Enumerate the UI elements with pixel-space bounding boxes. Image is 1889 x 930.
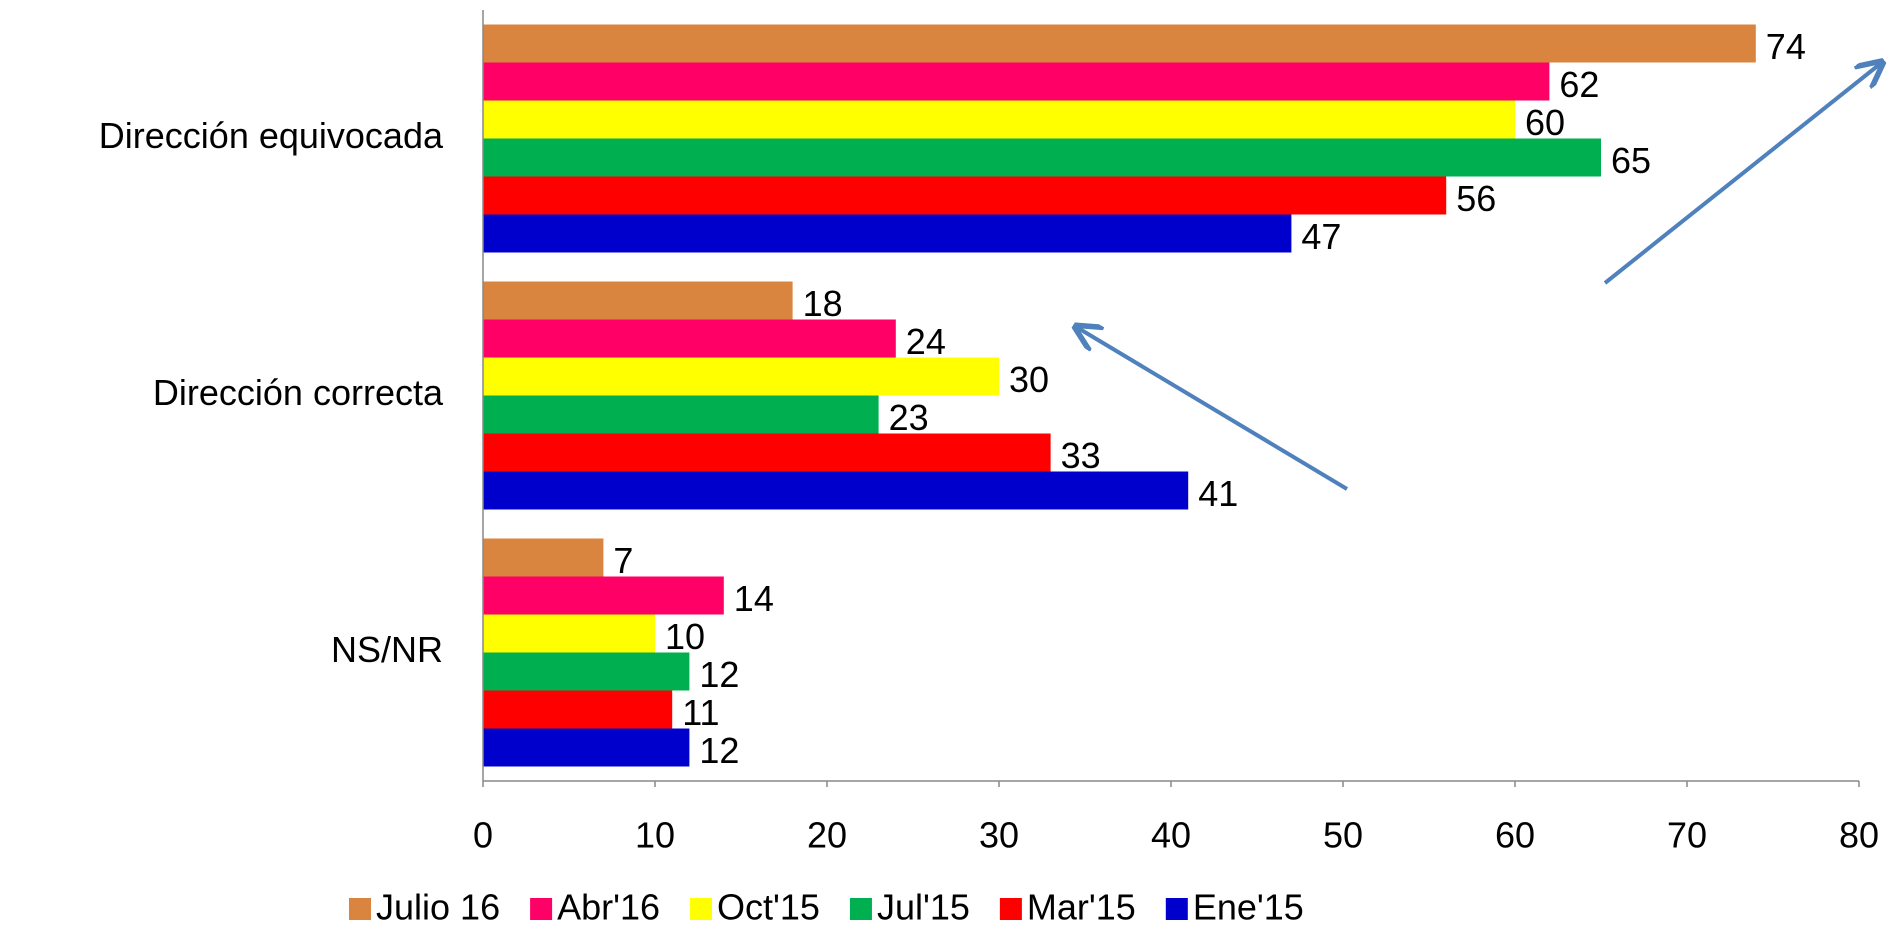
legend-label: Abr'16 bbox=[557, 887, 660, 928]
value-label: 65 bbox=[1611, 140, 1651, 181]
bar bbox=[483, 62, 1550, 101]
value-label: 11 bbox=[682, 692, 719, 733]
bar bbox=[483, 24, 1756, 63]
value-label: 30 bbox=[1009, 359, 1049, 400]
legend-label: Jul'15 bbox=[877, 887, 970, 928]
x-tick-label: 30 bbox=[979, 815, 1019, 856]
legend-swatch bbox=[999, 898, 1022, 920]
bar bbox=[483, 471, 1189, 510]
x-tick-label: 70 bbox=[1667, 815, 1707, 856]
value-label: 47 bbox=[1301, 216, 1341, 257]
x-tick-label: 80 bbox=[1839, 815, 1879, 856]
value-label: 33 bbox=[1061, 435, 1101, 476]
value-label: 24 bbox=[906, 321, 946, 362]
bar bbox=[483, 100, 1515, 139]
value-label: 56 bbox=[1456, 178, 1496, 219]
bar bbox=[483, 138, 1601, 177]
x-tick-label: 50 bbox=[1323, 815, 1363, 856]
x-tick-label: 10 bbox=[635, 815, 675, 856]
legend-swatch bbox=[690, 898, 713, 920]
legend-label: Julio 16 bbox=[376, 887, 500, 928]
bar bbox=[483, 690, 673, 729]
bar bbox=[483, 214, 1292, 253]
bar bbox=[483, 614, 655, 653]
bar bbox=[483, 395, 879, 434]
arrow bbox=[1603, 64, 1880, 285]
legend-swatch bbox=[349, 898, 371, 920]
y-tick-label: Dirección equivocada bbox=[99, 115, 444, 156]
legend-swatch bbox=[1165, 898, 1188, 920]
bar bbox=[483, 433, 1051, 472]
plot-area: 0 10 20 30 40 50 60 70 80 Dirección equivocada 74 6… bbox=[99, 10, 1879, 928]
legend-swatch bbox=[849, 898, 872, 920]
value-label: 23 bbox=[889, 397, 929, 438]
value-label: 62 bbox=[1559, 64, 1599, 105]
legend-swatch bbox=[530, 898, 553, 920]
value-label: 10 bbox=[665, 616, 705, 657]
bar bbox=[483, 357, 999, 396]
bar bbox=[483, 281, 793, 320]
bar bbox=[483, 728, 690, 767]
x-tick-label: 60 bbox=[1495, 815, 1535, 856]
value-label: 14 bbox=[734, 578, 774, 619]
value-label: 12 bbox=[699, 654, 739, 695]
value-label: 12 bbox=[699, 730, 739, 771]
y-tick-label: Dirección correcta bbox=[153, 372, 444, 413]
bar bbox=[483, 652, 690, 691]
x-tick-label: 40 bbox=[1151, 815, 1191, 856]
arrow bbox=[1078, 328, 1349, 491]
legend-label: Ene'15 bbox=[1193, 887, 1304, 928]
bar bbox=[483, 576, 724, 615]
value-label: 41 bbox=[1198, 473, 1238, 514]
y-tick-label: NS/NR bbox=[331, 629, 443, 670]
bar bbox=[483, 538, 604, 577]
value-label: 7 bbox=[613, 540, 633, 581]
x-tick-label: 20 bbox=[807, 815, 847, 856]
value-label: 18 bbox=[803, 283, 843, 324]
value-label: 74 bbox=[1766, 26, 1806, 67]
value-label: 60 bbox=[1525, 102, 1565, 143]
legend-label: Mar'15 bbox=[1027, 887, 1136, 928]
bar bbox=[483, 176, 1447, 215]
bar bbox=[483, 319, 896, 358]
legend-label: Oct'15 bbox=[717, 887, 820, 928]
x-tick-label: 0 bbox=[473, 815, 493, 856]
